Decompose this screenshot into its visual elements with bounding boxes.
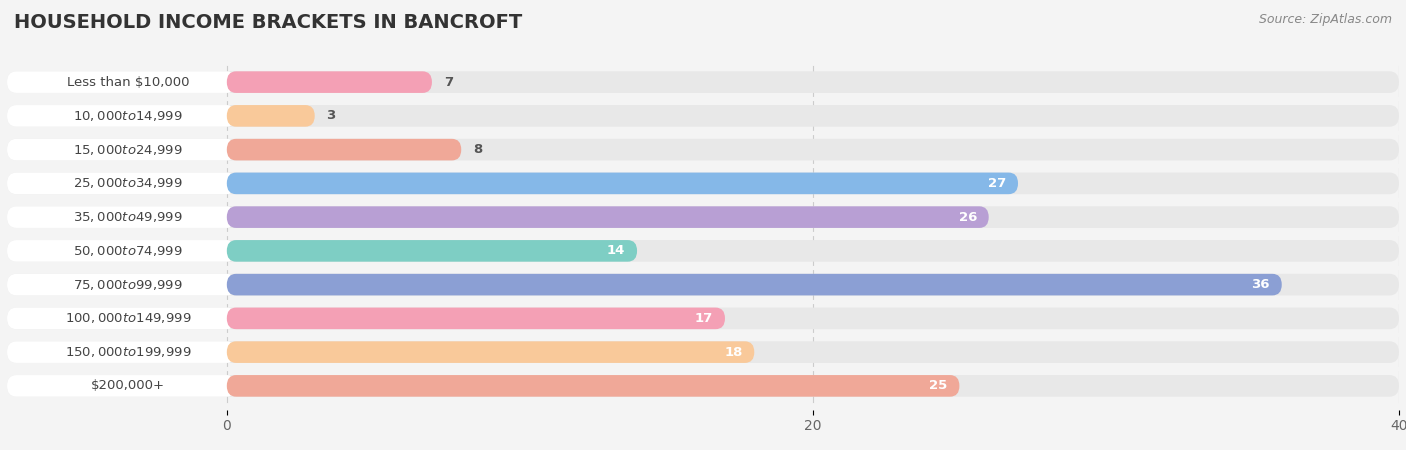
FancyBboxPatch shape [7, 308, 236, 329]
FancyBboxPatch shape [7, 274, 236, 295]
Text: 8: 8 [472, 143, 482, 156]
FancyBboxPatch shape [7, 206, 1399, 228]
Text: 26: 26 [959, 211, 977, 224]
Text: 25: 25 [929, 379, 948, 392]
FancyBboxPatch shape [7, 375, 236, 397]
FancyBboxPatch shape [7, 172, 1399, 194]
Text: 18: 18 [724, 346, 742, 359]
FancyBboxPatch shape [226, 274, 1282, 295]
FancyBboxPatch shape [7, 105, 1399, 126]
Text: $10,000 to $14,999: $10,000 to $14,999 [73, 109, 183, 123]
Text: Source: ZipAtlas.com: Source: ZipAtlas.com [1258, 14, 1392, 27]
FancyBboxPatch shape [7, 240, 236, 261]
FancyBboxPatch shape [7, 240, 1399, 261]
FancyBboxPatch shape [7, 342, 1399, 363]
FancyBboxPatch shape [7, 139, 236, 160]
Text: $35,000 to $49,999: $35,000 to $49,999 [73, 210, 183, 224]
Text: Less than $10,000: Less than $10,000 [66, 76, 190, 89]
Text: 14: 14 [607, 244, 626, 257]
Text: 3: 3 [326, 109, 336, 122]
Text: $100,000 to $149,999: $100,000 to $149,999 [65, 311, 191, 325]
Text: $50,000 to $74,999: $50,000 to $74,999 [73, 244, 183, 258]
FancyBboxPatch shape [226, 308, 725, 329]
Text: $75,000 to $99,999: $75,000 to $99,999 [73, 278, 183, 292]
Text: $150,000 to $199,999: $150,000 to $199,999 [65, 345, 191, 359]
FancyBboxPatch shape [226, 342, 754, 363]
FancyBboxPatch shape [226, 172, 1018, 194]
FancyBboxPatch shape [7, 172, 236, 194]
FancyBboxPatch shape [7, 375, 1399, 397]
Text: 27: 27 [988, 177, 1007, 190]
FancyBboxPatch shape [226, 139, 461, 160]
FancyBboxPatch shape [7, 308, 1399, 329]
Text: 7: 7 [444, 76, 453, 89]
FancyBboxPatch shape [226, 71, 432, 93]
FancyBboxPatch shape [7, 206, 236, 228]
FancyBboxPatch shape [226, 240, 637, 261]
Text: $15,000 to $24,999: $15,000 to $24,999 [73, 143, 183, 157]
Text: $25,000 to $34,999: $25,000 to $34,999 [73, 176, 183, 190]
FancyBboxPatch shape [226, 375, 959, 397]
Text: HOUSEHOLD INCOME BRACKETS IN BANCROFT: HOUSEHOLD INCOME BRACKETS IN BANCROFT [14, 14, 522, 32]
FancyBboxPatch shape [7, 71, 1399, 93]
FancyBboxPatch shape [7, 274, 1399, 295]
FancyBboxPatch shape [226, 206, 988, 228]
FancyBboxPatch shape [7, 105, 236, 126]
FancyBboxPatch shape [226, 105, 315, 126]
FancyBboxPatch shape [7, 342, 236, 363]
Text: 36: 36 [1251, 278, 1270, 291]
FancyBboxPatch shape [7, 71, 236, 93]
FancyBboxPatch shape [7, 139, 1399, 160]
Text: 17: 17 [695, 312, 713, 325]
Text: $200,000+: $200,000+ [91, 379, 165, 392]
